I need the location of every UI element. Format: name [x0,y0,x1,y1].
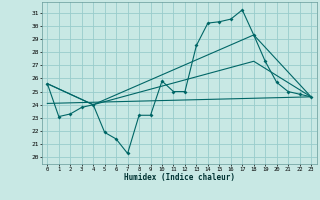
X-axis label: Humidex (Indice chaleur): Humidex (Indice chaleur) [124,173,235,182]
